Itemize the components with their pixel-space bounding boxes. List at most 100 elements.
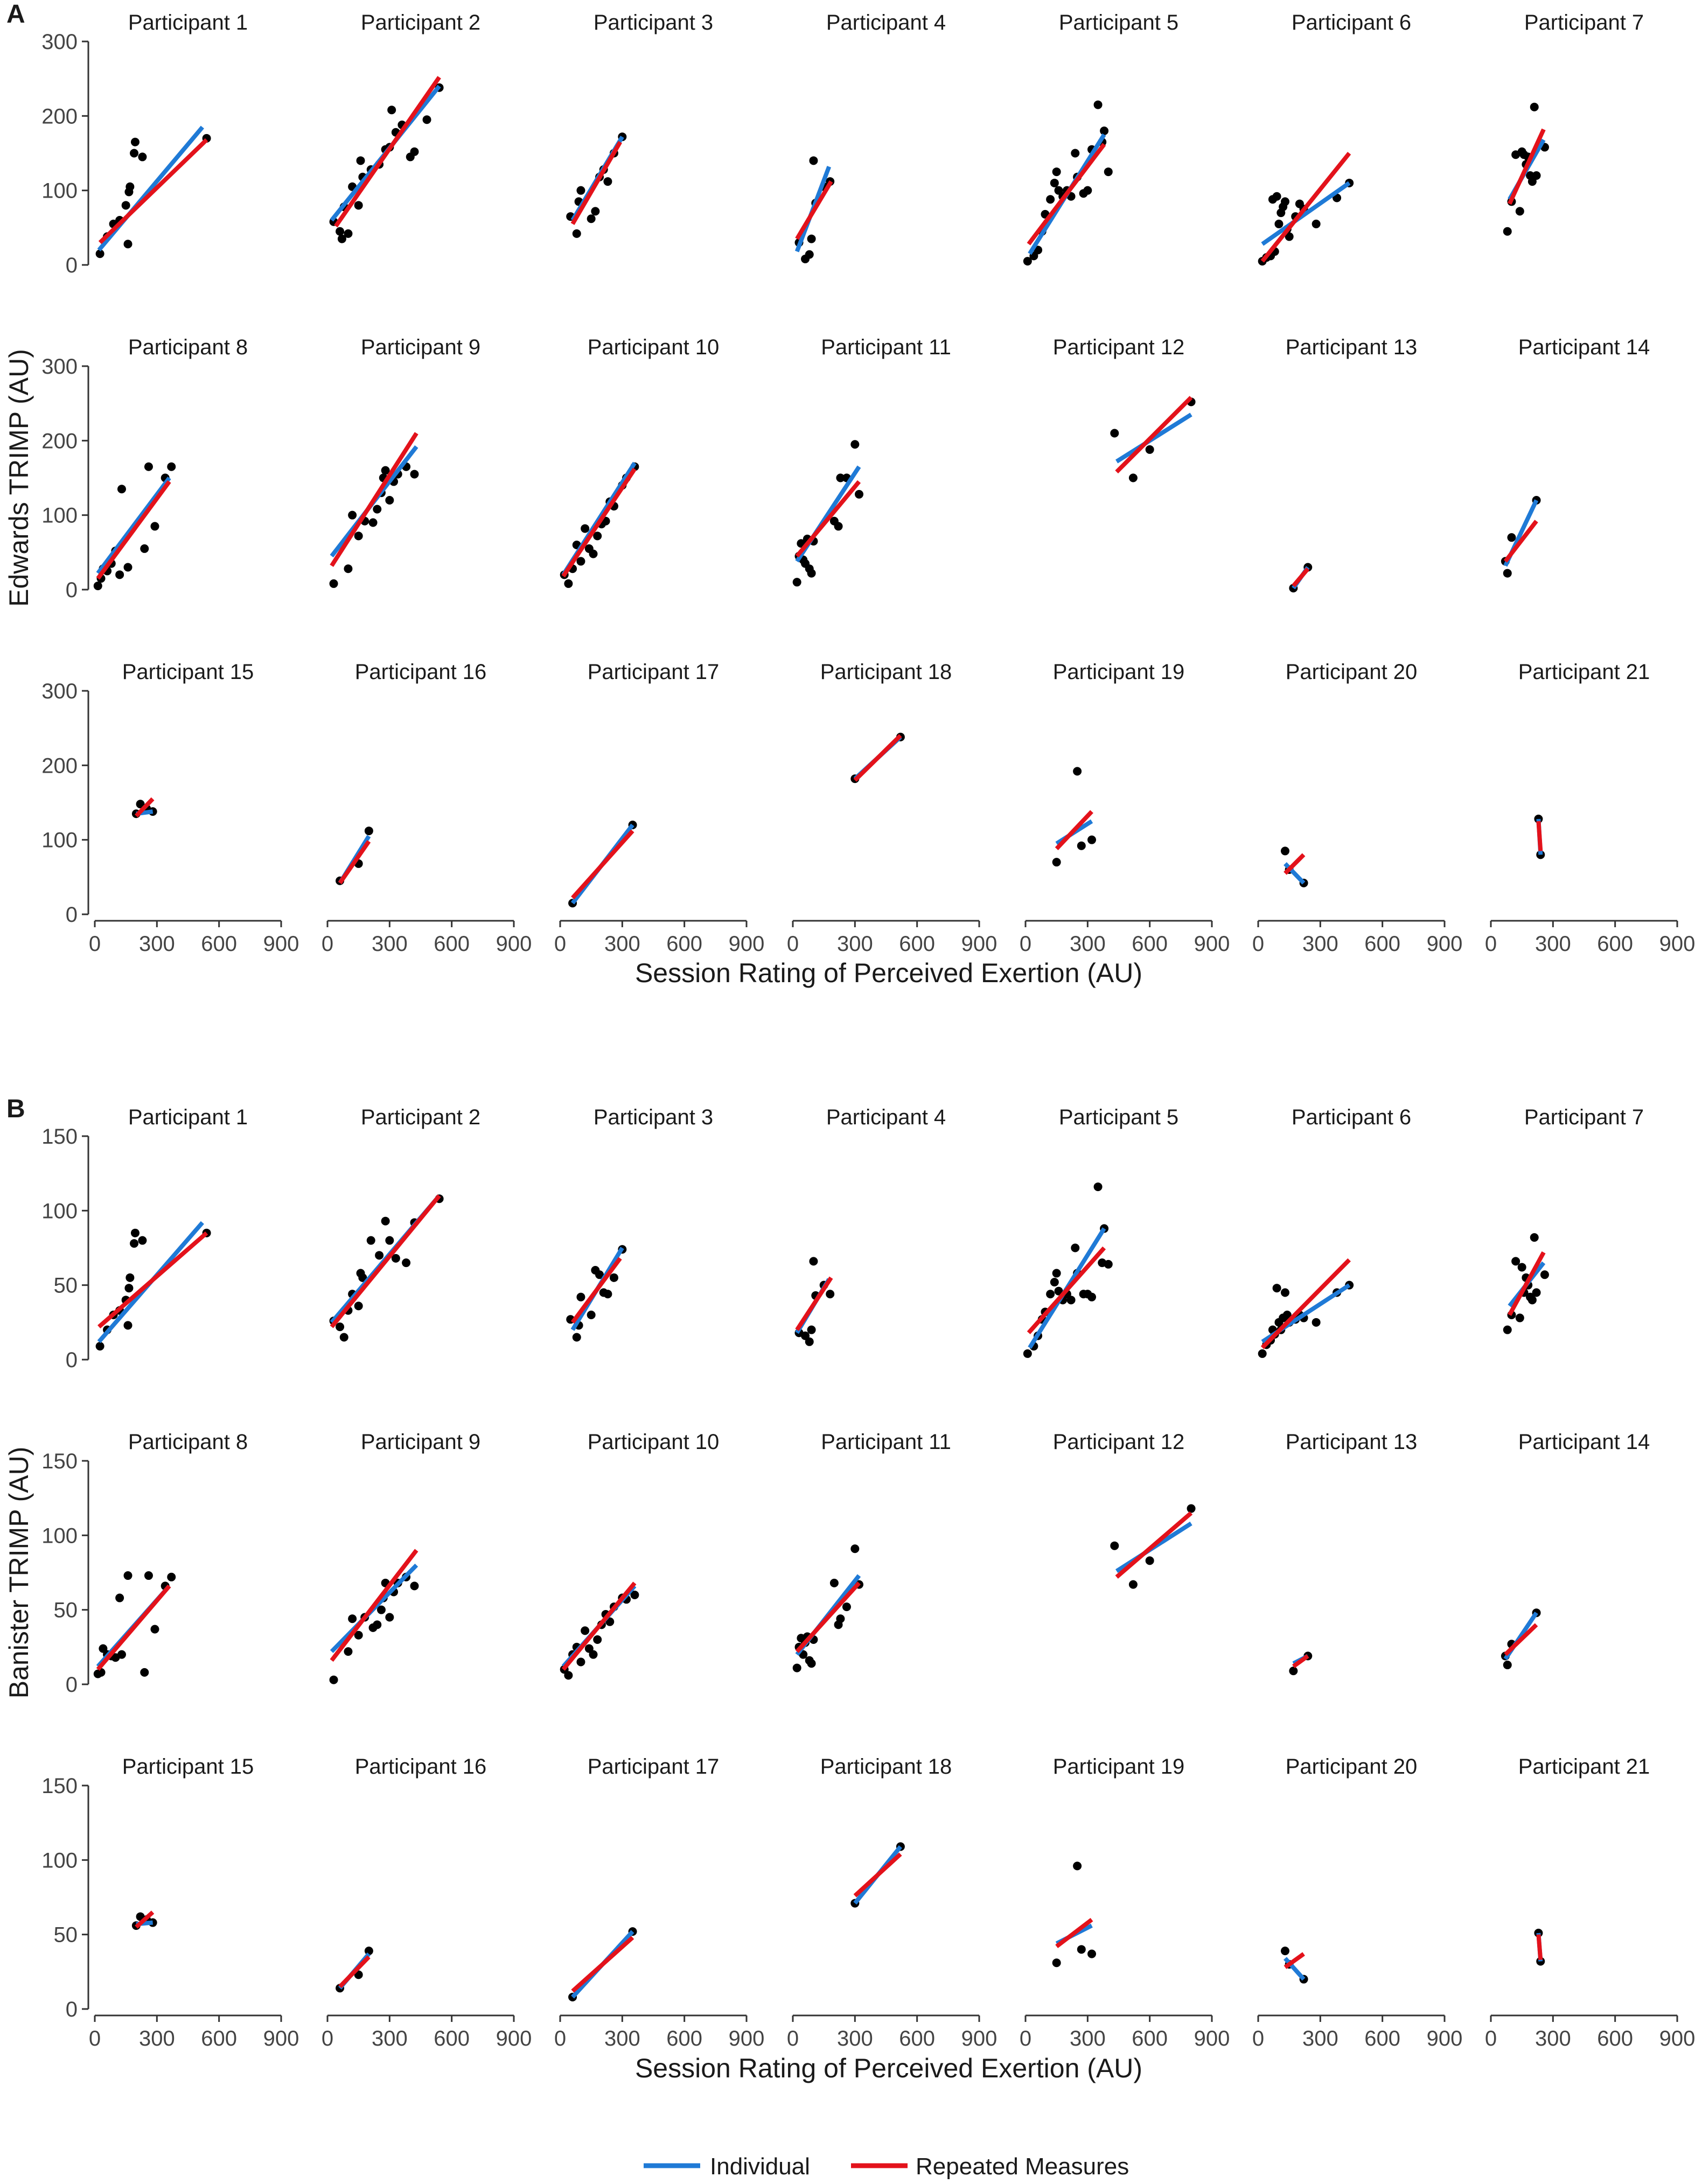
repeated-measures-fit-line xyxy=(1292,567,1310,587)
y-tick-label: 0 xyxy=(66,903,78,927)
subplot-title: Participant 12 xyxy=(1053,335,1185,359)
subplot-title: Participant 4 xyxy=(826,1105,946,1129)
data-point xyxy=(807,234,816,243)
subplot-title: Participant 9 xyxy=(361,335,480,359)
data-point xyxy=(1050,178,1059,187)
data-point xyxy=(167,462,176,471)
data-point xyxy=(829,1578,839,1587)
data-point xyxy=(792,1663,801,1672)
subplot-title: Participant 6 xyxy=(1292,1105,1411,1129)
x-tick-label: 600 xyxy=(666,932,702,956)
x-tick-label: 900 xyxy=(1659,2027,1696,2050)
data-point xyxy=(1285,232,1294,241)
x-tick-label: 300 xyxy=(1302,932,1338,956)
repeated-measures-fit-line xyxy=(135,797,155,818)
subplot: Participant 9 xyxy=(329,1430,480,1684)
data-point xyxy=(410,1581,419,1591)
y-tick-label: 0 xyxy=(66,1348,78,1372)
subplot-title: Participant 1 xyxy=(128,11,248,34)
data-point xyxy=(1071,1243,1080,1252)
subplot-title: Participant 14 xyxy=(1518,335,1650,359)
subplot: Participant 16 0 300 600 900 xyxy=(322,660,532,956)
data-point xyxy=(1258,1349,1267,1358)
repeated-measures-fit-line xyxy=(853,734,902,782)
data-point xyxy=(1023,1349,1032,1358)
subplot-title: Participant 19 xyxy=(1053,660,1185,684)
data-point xyxy=(1023,257,1032,266)
data-point xyxy=(630,1591,639,1599)
data-point xyxy=(1110,429,1119,438)
repeated-measures-fit-line xyxy=(96,480,171,580)
data-point xyxy=(576,1657,585,1667)
subplot-title: Participant 20 xyxy=(1286,1755,1418,1779)
subplot-title: Participant 12 xyxy=(1053,1430,1185,1454)
data-point xyxy=(572,1333,581,1342)
x-tick-label: 900 xyxy=(1194,2027,1230,2050)
data-point xyxy=(344,229,353,238)
subplot: Participant 2 xyxy=(329,11,480,243)
data-point xyxy=(1104,167,1113,177)
x-tick-label: 0 xyxy=(554,932,566,956)
repeated-measures-fit-line xyxy=(570,141,622,225)
data-point xyxy=(329,579,338,588)
subplot-title: Participant 21 xyxy=(1518,1755,1650,1779)
data-point xyxy=(576,1292,585,1301)
x-tick-label: 0 xyxy=(89,932,101,956)
data-point xyxy=(123,1321,132,1330)
subplot-title: Participant 3 xyxy=(594,1105,713,1129)
data-point xyxy=(855,489,864,499)
subplot-title: Participant 5 xyxy=(1059,11,1178,34)
x-axis-title-a: Session Rating of Perceived Exertion (AU… xyxy=(635,958,1142,988)
data-point xyxy=(609,1273,618,1282)
repeated-measures-fit-line xyxy=(853,1852,902,1898)
y-tick-label: 100 xyxy=(41,1524,78,1548)
x-tick-label: 0 xyxy=(787,932,799,956)
data-point xyxy=(373,1620,382,1629)
y-tick-label: 100 xyxy=(41,1849,78,1872)
data-point xyxy=(603,1290,612,1299)
data-point xyxy=(581,1626,590,1635)
repeated-measures-fit-line xyxy=(1260,151,1351,263)
y-tick-label: 100 xyxy=(41,179,78,203)
data-point xyxy=(1527,1296,1537,1305)
repeated-measures-fit-line xyxy=(98,138,208,244)
data-point xyxy=(115,570,124,579)
repeated-measures-fit-line xyxy=(1027,1246,1106,1334)
repeated-measures-fit-line xyxy=(1055,1917,1093,1948)
data-point xyxy=(581,524,590,533)
data-point xyxy=(834,522,843,531)
data-point xyxy=(387,106,396,115)
data-point xyxy=(1187,1504,1196,1513)
subplot: Participant 12 xyxy=(1053,1430,1196,1589)
data-point xyxy=(366,1236,375,1245)
data-point xyxy=(130,1228,139,1237)
data-point xyxy=(358,1273,367,1282)
subplot: Participant 21 0 300 600 900 xyxy=(1485,1755,1696,2050)
individual-fit-line xyxy=(1284,862,1306,885)
x-tick-label: 0 xyxy=(554,2027,566,2050)
subplot-title: Participant 10 xyxy=(588,335,720,359)
subplot-title: Participant 16 xyxy=(355,1755,487,1779)
subplot: Participant 18 0 300 600 900 xyxy=(787,1755,998,2050)
x-tick-label: 600 xyxy=(899,932,935,956)
legend-repeated-label: Repeated Measures xyxy=(916,2153,1129,2180)
x-tick-label: 0 xyxy=(89,2027,101,2050)
data-point xyxy=(144,1571,153,1580)
data-point xyxy=(364,1947,373,1956)
repeated-measures-fit-line xyxy=(135,1910,155,1929)
x-tick-label: 300 xyxy=(1535,932,1571,956)
legend: Individual Repeated Measures xyxy=(644,2153,1129,2180)
subplot: Participant 3 xyxy=(566,11,713,238)
subplot: Participant 14 xyxy=(1501,1430,1650,1670)
data-point xyxy=(1046,1290,1055,1299)
subplot: Participant 20 0 300 600 900 xyxy=(1252,660,1463,956)
x-tick-label: 900 xyxy=(729,932,765,956)
x-tick-label: 300 xyxy=(139,2027,175,2050)
repeated-measures-fit-line xyxy=(1284,1952,1305,1969)
data-point xyxy=(123,563,132,572)
data-point xyxy=(385,1236,394,1245)
data-point xyxy=(1503,569,1512,578)
data-point xyxy=(130,1239,139,1248)
y-tick-label: 300 xyxy=(41,30,78,54)
